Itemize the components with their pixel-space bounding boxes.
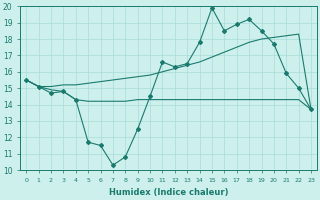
X-axis label: Humidex (Indice chaleur): Humidex (Indice chaleur) (109, 188, 228, 197)
